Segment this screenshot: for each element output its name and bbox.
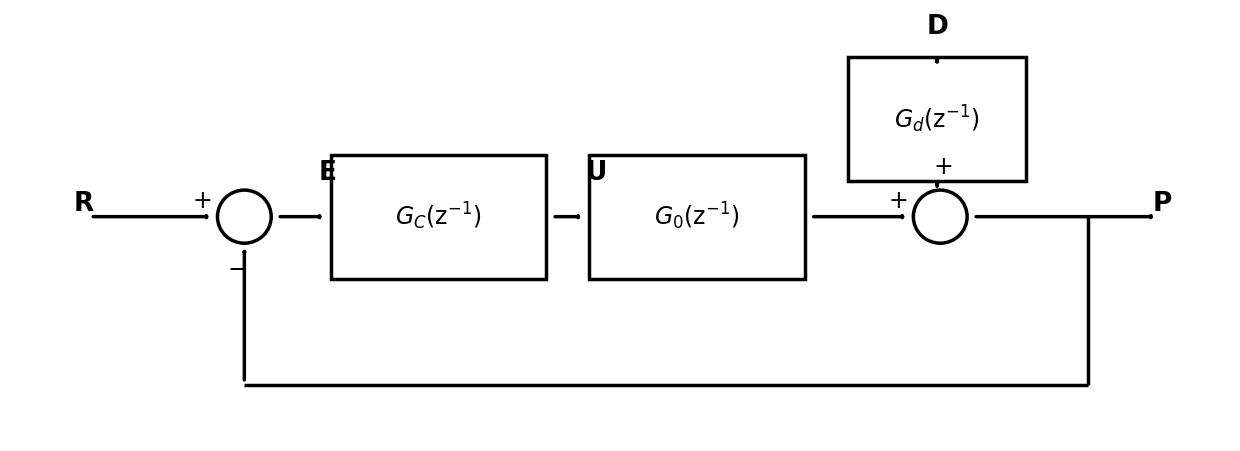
- Text: $G_C(\mathrm{z}^{-1})$: $G_C(\mathrm{z}^{-1})$: [396, 201, 481, 232]
- Bar: [589, 155, 805, 279]
- Text: $\mathbf{U}$: $\mathbf{U}$: [585, 160, 606, 185]
- Text: $\mathbf{P}$: $\mathbf{P}$: [1152, 191, 1172, 216]
- Ellipse shape: [914, 190, 967, 243]
- Text: $G_0(\mathrm{z}^{-1})$: $G_0(\mathrm{z}^{-1})$: [655, 201, 740, 232]
- Bar: [331, 155, 546, 279]
- Bar: [848, 57, 1027, 181]
- Text: $G_d(\mathrm{z}^{-1})$: $G_d(\mathrm{z}^{-1})$: [894, 104, 980, 135]
- Text: $\mathbf{E}$: $\mathbf{E}$: [317, 160, 336, 185]
- Text: $-$: $-$: [227, 257, 246, 281]
- Text: $\mathbf{R}$: $\mathbf{R}$: [73, 191, 95, 216]
- Text: $+$: $+$: [192, 189, 211, 213]
- Text: $\mathbf{D}$: $\mathbf{D}$: [926, 14, 949, 39]
- Text: $+$: $+$: [888, 189, 908, 213]
- Text: $+$: $+$: [934, 155, 952, 179]
- Ellipse shape: [217, 190, 272, 243]
